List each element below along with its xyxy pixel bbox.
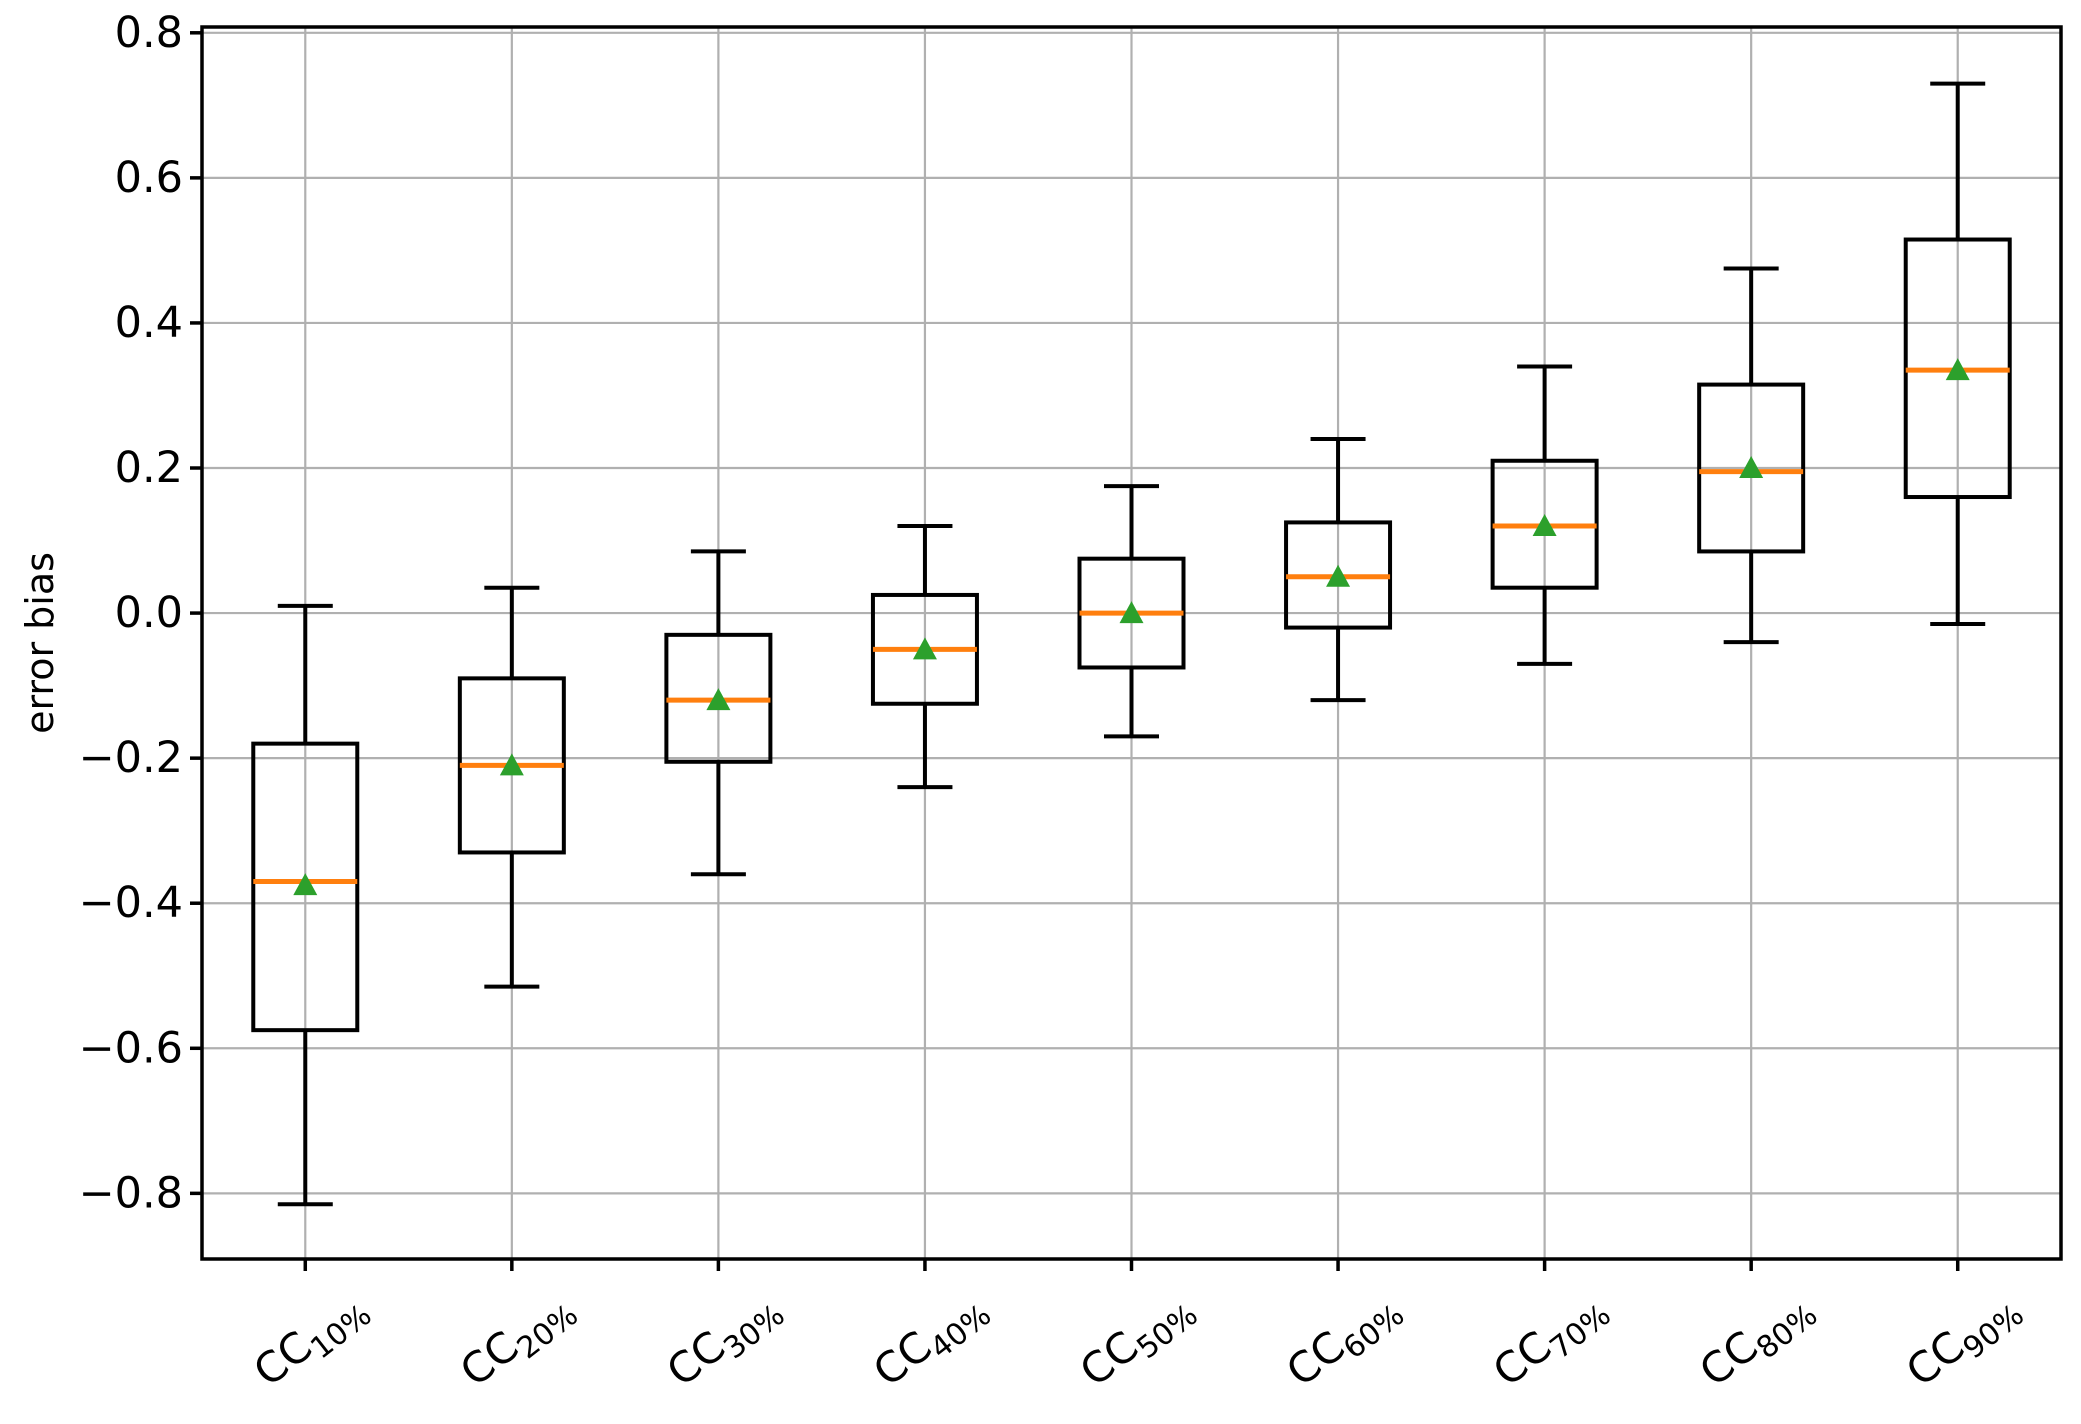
iqr-box <box>1697 382 1806 554</box>
x-tick-label: CC70% <box>1484 1280 1618 1402</box>
mean-marker <box>912 637 937 660</box>
mean-marker <box>1739 456 1764 479</box>
y-axis-label: error bias <box>18 552 62 734</box>
y-tick-label: 0.2 <box>115 443 183 493</box>
box-cc50% <box>1077 484 1186 739</box>
x-tick-label: CC10% <box>244 1280 378 1402</box>
x-tick-label: CC90% <box>1897 1280 2031 1402</box>
iqr-box <box>251 741 360 1033</box>
mean-marker <box>1532 514 1557 537</box>
mean-marker <box>1945 358 1970 381</box>
y-tick-label: 0.0 <box>115 588 183 638</box>
y-tick-label: −0.8 <box>79 1168 183 1218</box>
y-tick-label: 0.8 <box>115 8 183 58</box>
box-cc10% <box>251 603 360 1207</box>
box-cc40% <box>870 524 979 790</box>
y-tick-label: 0.6 <box>115 153 183 203</box>
x-tick-label: CC40% <box>864 1280 998 1402</box>
mean-marker <box>293 873 318 896</box>
box-cc80% <box>1697 266 1806 645</box>
y-tick-label: 0.4 <box>115 298 183 348</box>
boxes-layer <box>251 81 2012 1207</box>
y-tick-label: −0.6 <box>79 1023 183 1073</box>
box-cc90% <box>1903 81 2012 626</box>
box-cc20% <box>457 585 566 989</box>
x-tick-label: CC30% <box>658 1280 792 1402</box>
mean-marker <box>1119 601 1144 624</box>
mean-marker <box>1326 564 1351 587</box>
y-tick-label: −0.4 <box>79 878 183 928</box>
box-cc60% <box>1284 436 1393 703</box>
mean-marker <box>706 688 731 711</box>
x-tick-label: CC60% <box>1277 1280 1411 1402</box>
mean-marker <box>499 753 524 776</box>
box-cc30% <box>664 549 773 877</box>
x-tick-label: CC80% <box>1690 1280 1824 1402</box>
x-tick-label: CC20% <box>451 1280 585 1402</box>
y-tick-label: −0.2 <box>79 733 183 783</box>
x-tick-label: CC50% <box>1071 1280 1205 1402</box>
box-cc70% <box>1490 364 1599 666</box>
